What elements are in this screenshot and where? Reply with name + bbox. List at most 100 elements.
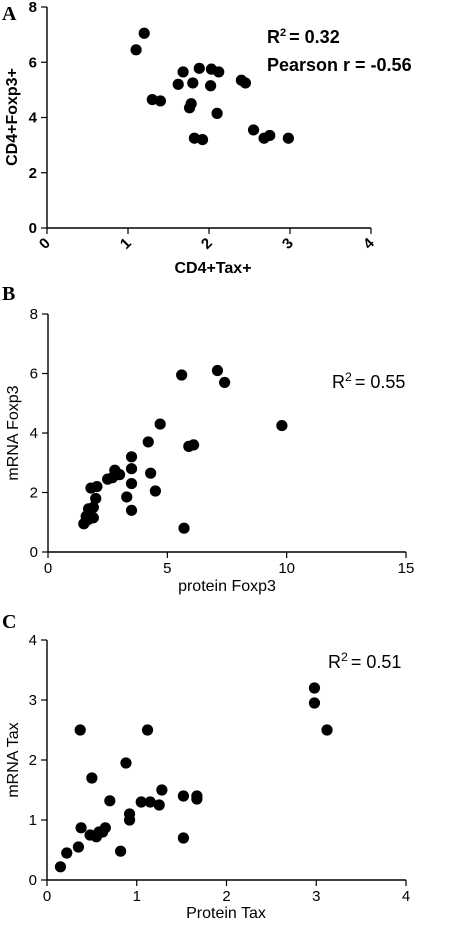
- data-point: [205, 80, 217, 92]
- x-axis-title: Protein Tax: [186, 905, 266, 922]
- y-axis-title: CD4+Foxp3+: [4, 68, 21, 166]
- data-point: [185, 98, 197, 110]
- panel-letter: B: [2, 283, 15, 305]
- data-point: [282, 132, 294, 144]
- data-point: [211, 107, 223, 119]
- y-tick-label: 6: [30, 366, 38, 383]
- data-point: [196, 134, 209, 146]
- data-point: [239, 77, 252, 89]
- data-point: [177, 66, 189, 78]
- chart-panel-c: C 0 1 2 3 4 0 1 2 3 4 mRNA Tax Protein Tax R2 = 0.51: [2, 611, 410, 922]
- data-point: [91, 480, 103, 493]
- data-point: [247, 124, 260, 136]
- data-point: [75, 822, 87, 834]
- x-tick-label: 0: [44, 560, 52, 577]
- pearson-annotation: Pearson r = -0.56: [267, 55, 412, 75]
- data-point: [54, 861, 67, 873]
- x-tick-label: 5: [163, 560, 171, 577]
- y-tick-label: 4: [29, 632, 37, 649]
- x-tick-label: 15: [398, 560, 415, 577]
- data-point: [121, 491, 133, 503]
- x-tick-label: 2: [198, 235, 216, 253]
- y-tick-label: 2: [30, 485, 38, 502]
- data-point: [153, 799, 165, 811]
- data-point: [120, 757, 132, 769]
- x-tick-label: 4: [402, 888, 410, 905]
- r-squared-annotation: R2 = 0.32: [267, 27, 340, 47]
- data-point: [144, 796, 156, 808]
- panel-letter: C: [2, 611, 16, 633]
- x-tick-label: 1: [117, 235, 135, 253]
- r-squared-annotation: R2 = 0.55: [332, 370, 405, 392]
- data-point: [211, 364, 224, 377]
- x-tick-label: 1: [133, 888, 141, 905]
- data-point: [177, 832, 190, 844]
- y-axis-title: mRNA Foxp3: [5, 385, 22, 480]
- data-point: [87, 512, 99, 524]
- chart-panel-a: A 0 1 2 3 4 0 2 4 6 8 CD4+Foxp3+ CD4+Tax+ R2 = 0.32 Pea…: [2, 0, 412, 277]
- data-point: [276, 419, 288, 432]
- r-squared-annotation: R2 = 0.51: [328, 650, 401, 672]
- data-point: [61, 847, 73, 859]
- data-point: [99, 822, 111, 834]
- data-point: [142, 436, 154, 448]
- y-tick-label: 8: [30, 306, 38, 323]
- data-point: [125, 477, 138, 490]
- data-point: [156, 784, 168, 796]
- data-point: [178, 522, 190, 534]
- data-point: [72, 841, 85, 853]
- data-point: [213, 66, 225, 78]
- y-tick-label: 0: [29, 872, 37, 889]
- y-tick-label: 0: [30, 544, 38, 561]
- data-point: [187, 77, 199, 89]
- y-tick-label: 2: [29, 752, 37, 769]
- data-point: [176, 369, 188, 381]
- x-tick-label: 3: [279, 235, 297, 253]
- x-tick-label: 4: [360, 234, 378, 252]
- x-tick-label: 2: [222, 888, 230, 905]
- data-point: [74, 724, 86, 736]
- data-point: [114, 845, 127, 857]
- data-point: [154, 418, 166, 430]
- data-point: [90, 492, 102, 505]
- data-point: [145, 467, 157, 479]
- data-point: [130, 44, 142, 56]
- data-point: [87, 501, 99, 513]
- data-point: [187, 439, 200, 451]
- y-tick-label: 8: [29, 0, 37, 16]
- y-tick-label: 1: [29, 812, 37, 829]
- y-tick-label: 0: [29, 220, 37, 237]
- data-point: [308, 682, 321, 694]
- data-point: [123, 808, 136, 820]
- y-tick-label: 2: [29, 165, 37, 182]
- y-tick-label: 6: [29, 54, 37, 71]
- data-point: [321, 724, 333, 736]
- x-tick-label: 10: [278, 560, 295, 577]
- data-point: [149, 485, 161, 497]
- data-point: [104, 795, 116, 807]
- data-point: [219, 376, 231, 389]
- data-point: [191, 793, 203, 805]
- data-point: [125, 463, 138, 475]
- data-point: [114, 469, 126, 481]
- data-point: [86, 772, 98, 784]
- data-point: [308, 697, 321, 709]
- x-tick-label: 3: [312, 888, 320, 905]
- data-point: [264, 129, 276, 142]
- data-point: [125, 451, 138, 463]
- chart-panel-b: B 0 5 10 15 0 2 4 6 8 mRNA Foxp3 protein Foxp3 R2 = 0…: [2, 283, 414, 595]
- y-tick-label: 3: [29, 692, 37, 709]
- data-point: [138, 27, 150, 39]
- data-point: [135, 796, 147, 808]
- x-tick-label: 0: [43, 888, 51, 905]
- data-point: [141, 724, 154, 736]
- data-point: [154, 95, 166, 107]
- y-tick-label: 4: [30, 425, 38, 442]
- data-point: [125, 504, 138, 516]
- data-point: [177, 790, 190, 802]
- x-tick-label: 0: [36, 235, 54, 253]
- y-tick-label: 4: [29, 110, 38, 127]
- x-axis-title: protein Foxp3: [178, 578, 276, 595]
- x-axis-title: CD4+Tax+: [174, 260, 251, 277]
